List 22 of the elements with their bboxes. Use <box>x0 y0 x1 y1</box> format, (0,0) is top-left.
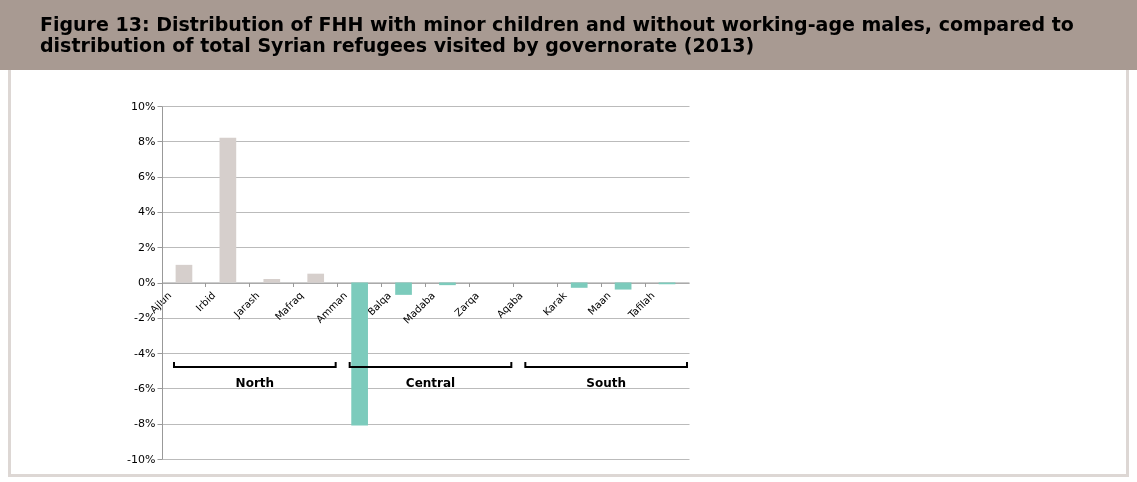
chart-title: Figure 13: Distribution of FHH with minor children and without working-age males, compared to distribution of total Syrian refugees visited by governorate (2013) <box>0 0 1137 70</box>
bar <box>263 278 281 283</box>
y-tick-label: -6% <box>134 381 156 395</box>
y-tick-label: 2% <box>138 240 156 254</box>
bar <box>614 282 632 290</box>
bar <box>175 264 193 283</box>
bar <box>307 273 325 283</box>
y-tick-label: 0% <box>138 276 156 289</box>
y-tick-label: -4% <box>134 346 156 360</box>
bar <box>351 282 368 426</box>
y-tick-label: 8% <box>138 134 156 148</box>
annotation: North <box>235 376 275 390</box>
y-tick-label: 6% <box>138 170 156 184</box>
bar <box>395 282 412 295</box>
annotation: South <box>586 376 627 390</box>
bar <box>219 137 237 283</box>
annotation: Central <box>405 376 456 390</box>
bar <box>570 282 588 288</box>
y-tick-label: 10% <box>131 99 156 113</box>
y-tick-label: 4% <box>138 205 156 219</box>
y-tick-label: -8% <box>134 417 156 431</box>
y-tick-label: -10% <box>127 452 156 466</box>
